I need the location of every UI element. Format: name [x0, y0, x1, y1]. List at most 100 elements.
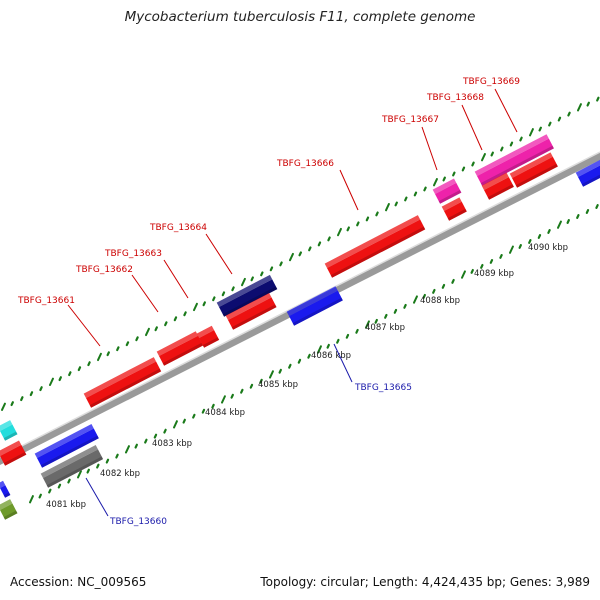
gene-block-13660[interactable]	[40, 444, 104, 488]
tick-mark-outer	[193, 302, 198, 312]
tick-mark-inner	[403, 303, 407, 309]
tick-label: 4086 kbp	[311, 351, 351, 361]
gene-label: TBFG_13660	[109, 517, 167, 527]
tick-mark-outer	[471, 161, 475, 167]
tick-mark-outer	[433, 178, 438, 187]
tick-mark-inner	[557, 220, 562, 229]
gene-block-edge-left-olive[interactable]	[0, 499, 18, 520]
gene-block-13667b-shade	[447, 208, 467, 221]
gene-block-edge-left[interactable]	[0, 440, 27, 466]
tick-mark-inner	[326, 343, 330, 349]
tick-mark-outer	[442, 176, 446, 182]
tick-mark-inner	[192, 413, 196, 419]
tick-label: 4084 kbp	[205, 408, 245, 418]
gene-block-13668b[interactable]	[481, 172, 514, 200]
gene-block-13669-face	[512, 156, 558, 188]
gene-block-13667b-top	[441, 197, 462, 211]
tick-mark-outer	[183, 311, 187, 317]
gene-block-13660b[interactable]	[34, 424, 99, 468]
gene-block-13664b-top	[225, 292, 272, 320]
tick-mark-inner	[182, 418, 186, 424]
gene-leader-line	[205, 233, 233, 275]
gene-block-13661[interactable]	[83, 357, 162, 408]
tick-mark-outer	[413, 191, 418, 197]
tick-mark-inner	[374, 318, 378, 324]
tick-mark-outer	[269, 266, 274, 272]
tick-mark-outer	[586, 101, 590, 107]
tick-mark-outer	[452, 171, 456, 177]
gene-block-13662[interactable]	[156, 331, 204, 366]
tick-mark-inner	[566, 219, 570, 224]
tick-mark-inner	[269, 370, 274, 379]
gene-block-13665[interactable]	[286, 286, 343, 326]
tick-mark-inner	[221, 395, 226, 404]
gene-block-edge-left-blue[interactable]	[0, 480, 11, 498]
gene-block-13662-top	[156, 331, 199, 356]
gene-block-edge-left-face	[0, 444, 27, 466]
gene-block-13660b-top	[34, 424, 94, 458]
tick-mark-outer	[385, 202, 390, 212]
tick-mark-outer	[145, 327, 150, 337]
tick-mark-outer	[1, 402, 6, 411]
tick-mark-inner	[67, 478, 71, 484]
gene-block-13664b[interactable]	[225, 292, 277, 330]
backbone-highlight	[0, 151, 600, 458]
tick-mark-inner	[509, 245, 514, 254]
tick-mark-outer	[548, 121, 552, 127]
tick-mark-outer	[337, 227, 342, 237]
gene-block-edge-right[interactable]	[575, 158, 600, 187]
tick-mark-inner	[585, 209, 590, 214]
tick-mark-inner	[278, 368, 282, 374]
gene-block-13664[interactable]	[216, 274, 278, 317]
gene-label: TBFG_13664	[149, 223, 207, 233]
tick-mark-inner	[528, 239, 532, 244]
tick-mark-outer	[557, 116, 562, 122]
gene-block-13667b-face	[444, 201, 467, 221]
gene-block-13665-shade	[292, 297, 343, 326]
tick-mark-inner	[297, 358, 302, 364]
tick-mark-inner	[489, 258, 494, 264]
tick-mark-outer	[461, 166, 466, 172]
genome-summary-text: Topology: circular; Length: 4,424,435 bp…	[260, 575, 590, 589]
gene-block-13663[interactable]	[196, 325, 220, 348]
gene-block-13668[interactable]	[474, 134, 554, 186]
tick-mark-outer	[20, 396, 24, 402]
gene-label: TBFG_13662	[75, 265, 133, 275]
gene-block-13668b-top	[481, 172, 509, 190]
gene-block-13667b[interactable]	[441, 197, 467, 221]
tick-mark-inner	[307, 353, 311, 359]
tick-mark-outer	[519, 136, 523, 142]
tick-mark-inner	[48, 488, 52, 494]
tick-mark-outer	[567, 111, 571, 117]
gene-block-13662-shade	[162, 342, 204, 366]
tick-mark-outer	[500, 146, 504, 152]
gene-block-13669[interactable]	[509, 152, 558, 188]
tick-mark-outer	[231, 286, 235, 292]
tick-mark-outer	[260, 271, 264, 277]
gene-label: TBFG_13668	[426, 93, 484, 103]
gene-block-13666-top	[324, 215, 421, 268]
tick-mark-inner	[249, 383, 254, 389]
tick-mark-inner	[240, 388, 244, 394]
gene-block-edge-left-cyan[interactable]	[0, 420, 18, 441]
tick-mark-inner	[77, 470, 82, 479]
tick-mark-outer	[509, 141, 514, 147]
tick-mark-outer	[49, 377, 54, 386]
tick-mark-outer	[202, 301, 206, 307]
gene-block-13666[interactable]	[324, 215, 426, 278]
tick-mark-inner	[317, 345, 322, 354]
tick-mark-outer	[327, 236, 331, 242]
tick-mark-inner	[499, 253, 503, 259]
tick-label: 4089 kbp	[474, 269, 514, 279]
gene-block-13660-shade	[46, 456, 104, 488]
gene-block-13660-face	[43, 449, 104, 488]
gene-block-13666-shade	[330, 226, 426, 278]
tick-mark-inner	[153, 433, 158, 439]
tick-mark-inner	[595, 204, 599, 209]
gene-block-13667[interactable]	[432, 178, 462, 204]
tick-mark-outer	[279, 261, 283, 267]
gene-block-13667-shade	[438, 190, 462, 204]
gene-block-edge-right-face	[578, 163, 600, 187]
gene-block-13661-top	[83, 357, 157, 398]
